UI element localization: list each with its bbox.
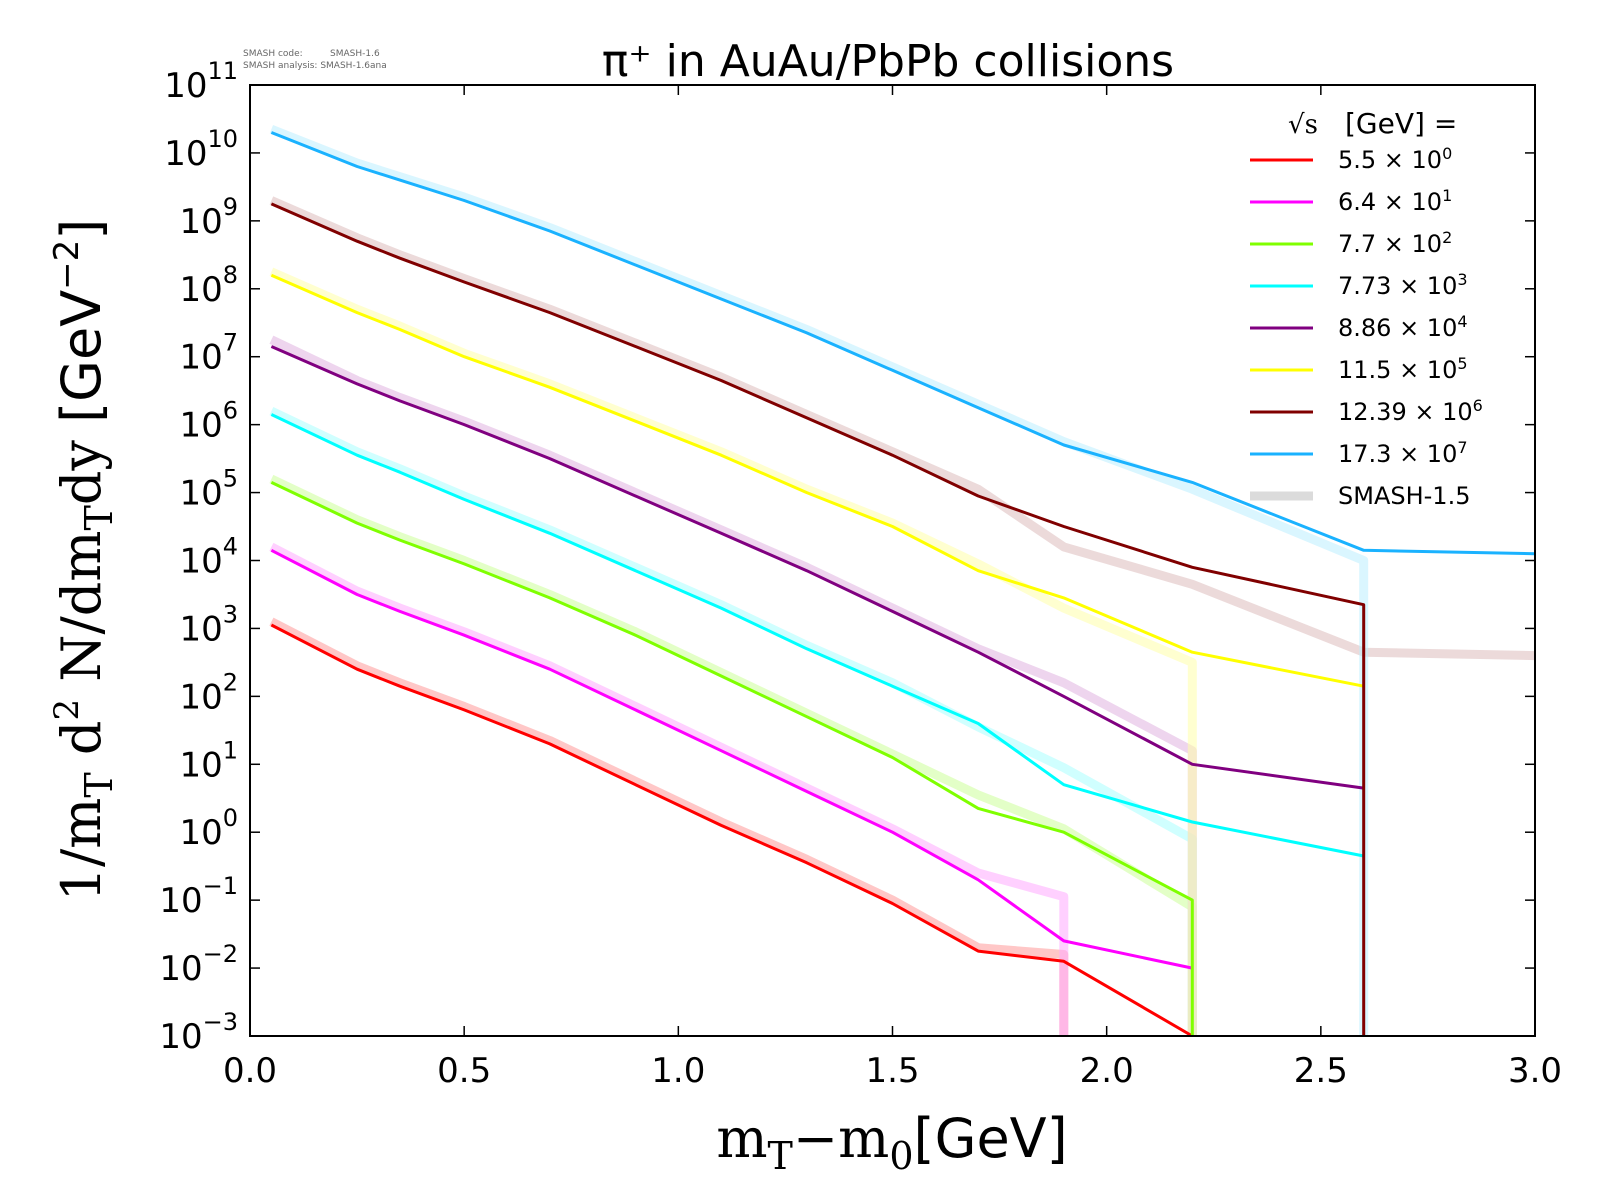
watermark-code-label: SMASH code: — [243, 49, 303, 59]
smash-watermark: SMASH code: SMASH-1.6 SMASH analysis: SM… — [243, 49, 387, 71]
y-axis-label-dy: dy — [50, 423, 113, 505]
legend-label-reference: SMASH-1.5 — [1338, 482, 1470, 510]
y-axis-label-d: d — [50, 721, 113, 773]
legend-label-4: 8.86 × 104 — [1338, 312, 1468, 342]
reference-line-5 — [269, 267, 1197, 1036]
y-axis-label-sup: 2 — [47, 699, 87, 721]
x-axis-label-sub1: T — [768, 1134, 793, 1178]
legend: √s [GeV] = 5.5 × 100 6.4 × 101 7.7 × 102 7.… — [1250, 107, 1483, 510]
reference-line-3 — [269, 407, 1197, 1036]
reference-line-2 — [269, 474, 1197, 1036]
series-line-7 — [270, 131, 1535, 556]
y-tick-label: 103 — [179, 600, 238, 649]
y-tick-label: 102 — [179, 668, 238, 717]
y-tick-label: 101 — [179, 736, 238, 785]
x-axis-label-mid: −m — [793, 1107, 889, 1170]
y-tick-label: 1011 — [164, 57, 238, 106]
x-axis-label-unit: [GeV] — [914, 1107, 1068, 1170]
series-line-1 — [270, 548, 1193, 970]
series-group — [270, 131, 1535, 1036]
series-line-4 — [270, 345, 1364, 790]
y-axis-label-sub2: T — [77, 505, 121, 530]
y-tick-label: 104 — [179, 533, 238, 582]
y-tick-label: 10−1 — [159, 872, 238, 921]
y-axis-label-n: N/dm — [50, 531, 113, 699]
y-axis-label-unit: [GeV — [50, 290, 113, 423]
watermark-analysis-value: SMASH-1.6ana — [320, 61, 386, 71]
x-axis-label-sub2: 0 — [889, 1134, 913, 1178]
watermark-code-value: SMASH-1.6 — [330, 49, 380, 59]
y-tick-label: 106 — [179, 397, 238, 446]
y-axis-label-unit-sup: −2 — [47, 240, 87, 290]
x-axis: 0.0 0.5 1.0 1.5 2.0 2.5 3.0 — [223, 85, 1562, 1091]
y-tick-label: 10−3 — [159, 1008, 238, 1057]
y-tick-label: 107 — [179, 329, 238, 378]
y-axis: 10−3 10−2 10−1 100 101 102 103 104 105 106 107 108 1… — [159, 57, 1535, 1057]
x-tick-label: 0.0 — [223, 1051, 277, 1091]
series-line-6 — [270, 202, 1366, 1036]
x-tick-label: 1.0 — [651, 1051, 705, 1091]
legend-title-sqrt: √s — [1288, 110, 1318, 140]
legend-label-6: 12.39 × 106 — [1338, 396, 1483, 426]
y-axis-label-unit-close: ] — [50, 219, 113, 240]
y-axis-label: 1/mT d2 N/dmTdy [GeV−2] — [47, 219, 121, 902]
series-line-0 — [270, 623, 1194, 1036]
legend-entries: 5.5 × 100 6.4 × 101 7.7 × 102 7.73 × 103 8.8… — [1250, 144, 1483, 510]
x-tick-label: 2.5 — [1294, 1051, 1348, 1091]
reference-line-7 — [269, 125, 1369, 1036]
legend-label-2: 7.7 × 102 — [1338, 228, 1452, 258]
x-tick-label: 0.5 — [437, 1051, 491, 1091]
y-axis-label-sub1: T — [77, 772, 121, 797]
chart-title: π⁺ in AuAu/PbPb collisions — [602, 36, 1174, 87]
x-tick-label: 3.0 — [1508, 1051, 1562, 1091]
x-axis-label-main: m — [716, 1107, 767, 1170]
legend-label-3: 7.73 × 103 — [1338, 270, 1468, 300]
y-tick-label: 10−2 — [159, 940, 238, 989]
series-line-5 — [270, 273, 1364, 688]
legend-label-1: 6.4 × 101 — [1338, 186, 1452, 216]
reference-line-1 — [269, 542, 1069, 1036]
watermark-analysis-label: SMASH analysis: — [243, 61, 317, 71]
svg-text:SMASH code:: SMASH code: — [243, 49, 303, 59]
y-axis-label-main: 1/m — [50, 798, 113, 902]
legend-label-0: 5.5 × 100 — [1338, 144, 1452, 174]
series-line-3 — [270, 413, 1364, 858]
reference-line-6 — [269, 196, 1535, 661]
x-tick-label: 2.0 — [1080, 1051, 1134, 1091]
x-tick-label: 1.5 — [865, 1051, 919, 1091]
y-tick-label: 1010 — [164, 125, 238, 174]
svg-text:SMASH analysis: SMASH-1.6ana: SMASH analysis: SMASH-1.6ana — [243, 61, 387, 71]
y-tick-label: 105 — [179, 465, 238, 514]
series-line-2 — [270, 481, 1194, 1036]
svg-text:SMASH-1.6: SMASH-1.6 — [330, 49, 380, 59]
reference-line-4 — [269, 335, 1197, 1036]
x-axis-label: mT−m0[GeV] — [716, 1107, 1067, 1178]
y-tick-label: 109 — [179, 193, 238, 242]
reference-line-0 — [269, 617, 1069, 1036]
y-tick-label: 108 — [179, 261, 238, 310]
legend-label-7: 17.3 × 107 — [1338, 438, 1468, 468]
y-tick-label: 100 — [179, 804, 238, 853]
legend-label-5: 11.5 × 105 — [1338, 354, 1468, 384]
reference-series-group — [269, 125, 1535, 1036]
legend-title-rest: [GeV] = — [1345, 107, 1457, 140]
